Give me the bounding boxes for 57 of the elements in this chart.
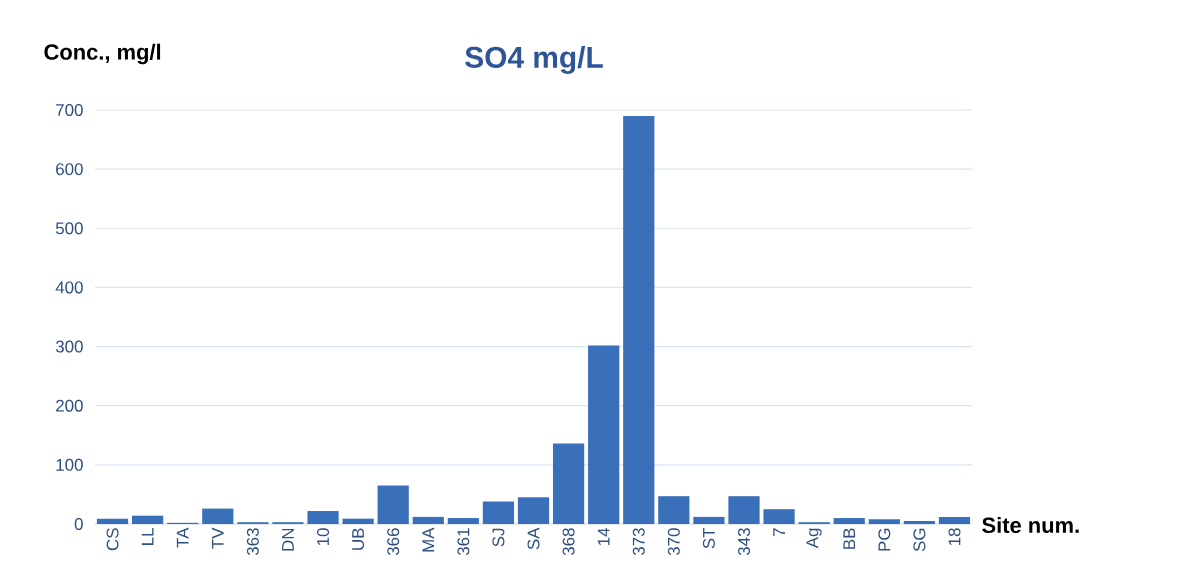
x-axis-title: Site num.: [982, 516, 1079, 534]
bar: [903, 521, 935, 524]
bar: [482, 501, 515, 524]
bar: [517, 497, 550, 524]
x-tick-label: 373: [632, 528, 645, 556]
x-tick-label: 361: [457, 528, 470, 556]
bar: [412, 516, 444, 524]
x-tick-label: SA: [527, 527, 540, 550]
bar: [938, 516, 971, 524]
y-tick-label: 700: [56, 103, 83, 116]
x-tick-label: DN: [282, 528, 294, 551]
bar: [658, 496, 690, 524]
y-tick-label: 0: [74, 517, 83, 530]
y-tick-label: 600: [56, 163, 83, 176]
x-tick-label: Ag: [806, 528, 822, 549]
y-tick-label: 400: [55, 281, 83, 294]
x-tick-label: BB: [843, 528, 856, 549]
x-tick-label: TA: [176, 527, 189, 548]
y-tick-label: 500: [55, 222, 83, 235]
x-tick-label: 10: [317, 528, 330, 546]
x-tick-label: TV: [211, 527, 224, 549]
bar: [728, 496, 760, 524]
x-tick-label: 366: [387, 528, 400, 556]
x-tick-label: ST: [702, 527, 715, 549]
bar: [377, 485, 409, 524]
bar: [833, 518, 865, 524]
bar: [342, 518, 374, 524]
x-tick-label: MA: [422, 527, 435, 552]
x-tick-label: 370: [667, 528, 680, 556]
x-tick-label: 14: [597, 528, 610, 546]
bar: [588, 345, 620, 524]
x-tick-label: 7: [773, 528, 785, 537]
bar: [307, 510, 339, 524]
bar: [202, 508, 234, 524]
y-tick-label: 300: [55, 340, 83, 353]
bar: [763, 509, 795, 524]
x-tick-label: 18: [948, 528, 961, 546]
bar: [96, 518, 129, 524]
x-tick-label: UB: [352, 528, 365, 550]
bar: [693, 516, 725, 524]
y-tick-label: 100: [56, 458, 83, 471]
x-tick-label: 363: [246, 528, 259, 556]
x-tick-label: SG: [913, 528, 926, 552]
y-tick-label: 200: [56, 399, 83, 412]
y-axis-title: Conc., mg/l: [44, 43, 161, 65]
chart-title: SO4 mg/L: [465, 45, 603, 74]
x-tick-label: 343: [737, 528, 750, 556]
bar: [447, 518, 479, 524]
x-tick-label: SJ: [492, 528, 505, 547]
x-tick-label: LL: [141, 528, 154, 545]
bar: [623, 115, 655, 524]
x-tick-label: PG: [878, 528, 891, 551]
bar: [132, 515, 164, 524]
x-tick-label: CS: [106, 528, 119, 551]
x-tick-label: 368: [562, 528, 575, 556]
bar: [868, 519, 900, 524]
bar: [552, 443, 585, 524]
